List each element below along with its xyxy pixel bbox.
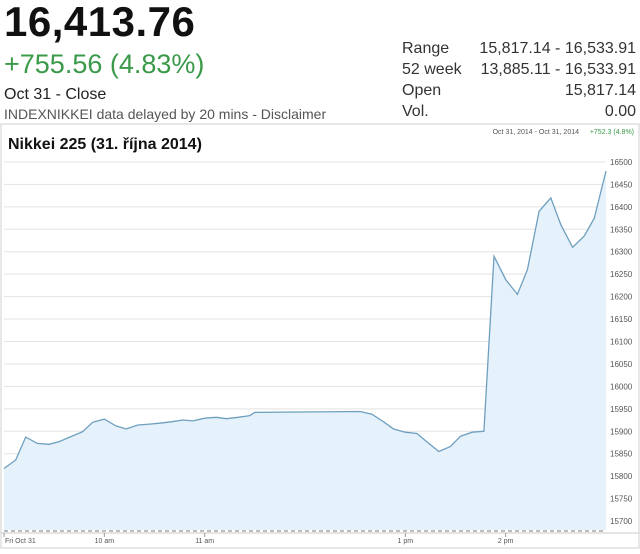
price-line	[3, 170, 607, 470]
x-axis: Fri Oct 31 10 am 11 am 1 pm 2 pm	[1, 532, 639, 545]
stat-label: Open	[402, 82, 442, 99]
chart-change: +752.3 (4.8%)	[590, 129, 634, 136]
y-tick-label: 15700	[610, 517, 633, 526]
stat-label: 52 week	[402, 61, 462, 78]
y-tick-label: 15750	[610, 495, 633, 504]
y-tick-label: 16300	[610, 248, 633, 257]
price-chart[interactable]: 15700 15750 15800 15850 15900 15950 16000 16050…	[0, 123, 640, 549]
chart-date-range: Oct 31, 2014 - Oct 31, 2014	[493, 129, 579, 136]
x-tick-label: 2 pm	[498, 538, 514, 545]
y-tick-label: 15950	[610, 405, 633, 414]
data-disclaimer[interactable]: INDEXNIKKEI data delayed by 20 mins - Di…	[4, 106, 327, 122]
y-tick-label: 16100	[610, 338, 633, 347]
y-tick-label: 16450	[610, 180, 633, 189]
y-tick-label: 16350	[610, 225, 633, 234]
stats-panel: Range 15,817.14 - 16,533.91 52 week 13,8…	[402, 40, 636, 124]
x-tick-label: 11 am	[195, 538, 214, 545]
y-tick-label: 15850	[610, 450, 633, 459]
stat-value: 0.00	[604, 103, 636, 120]
y-tick-label: 16400	[610, 203, 633, 212]
y-tick-label: 16000	[610, 382, 633, 391]
chart-container[interactable]: 15700 15750 15800 15850 15900 15950 16000 16050…	[0, 123, 640, 549]
stat-label: Range	[402, 40, 450, 57]
y-tick-label: 16050	[610, 360, 633, 369]
stat-row-52-week: 52 week 13,885.11 - 16,533.91	[402, 61, 636, 82]
y-axis: 15700 15750 15800 15850 15900 15950 16000 16050…	[610, 158, 633, 526]
y-tick-label: 15800	[610, 472, 633, 481]
stat-value: 15,817.14	[564, 82, 636, 99]
y-tick-label: 16150	[610, 315, 633, 324]
y-tick-label: 16250	[610, 270, 633, 279]
stat-label: Vol.	[402, 103, 429, 120]
x-tick-label: 1 pm	[398, 538, 414, 545]
close-date: Oct 31 - Close	[4, 86, 107, 103]
y-tick-label: 16500	[610, 158, 633, 167]
price-change: +755.56 (4.83%)	[4, 49, 205, 79]
x-tick-label: 10 am	[95, 538, 115, 545]
price-value: 16,413.76	[4, 0, 196, 45]
chart-title: Nikkei 225 (31. října 2014)	[8, 136, 202, 153]
y-tick-label: 16200	[610, 293, 633, 302]
stat-value: 13,885.11 - 16,533.91	[480, 61, 636, 78]
y-tick-label: 15900	[610, 427, 633, 436]
stat-value: 15,817.14 - 16,533.91	[479, 40, 636, 57]
stat-row-open: Open 15,817.14	[402, 82, 636, 103]
stat-row-range: Range 15,817.14 - 16,533.91	[402, 40, 636, 61]
x-tick-label: Fri Oct 31	[5, 538, 36, 545]
price-area	[4, 171, 606, 530]
stat-row-volume: Vol. 0.00	[402, 103, 636, 124]
